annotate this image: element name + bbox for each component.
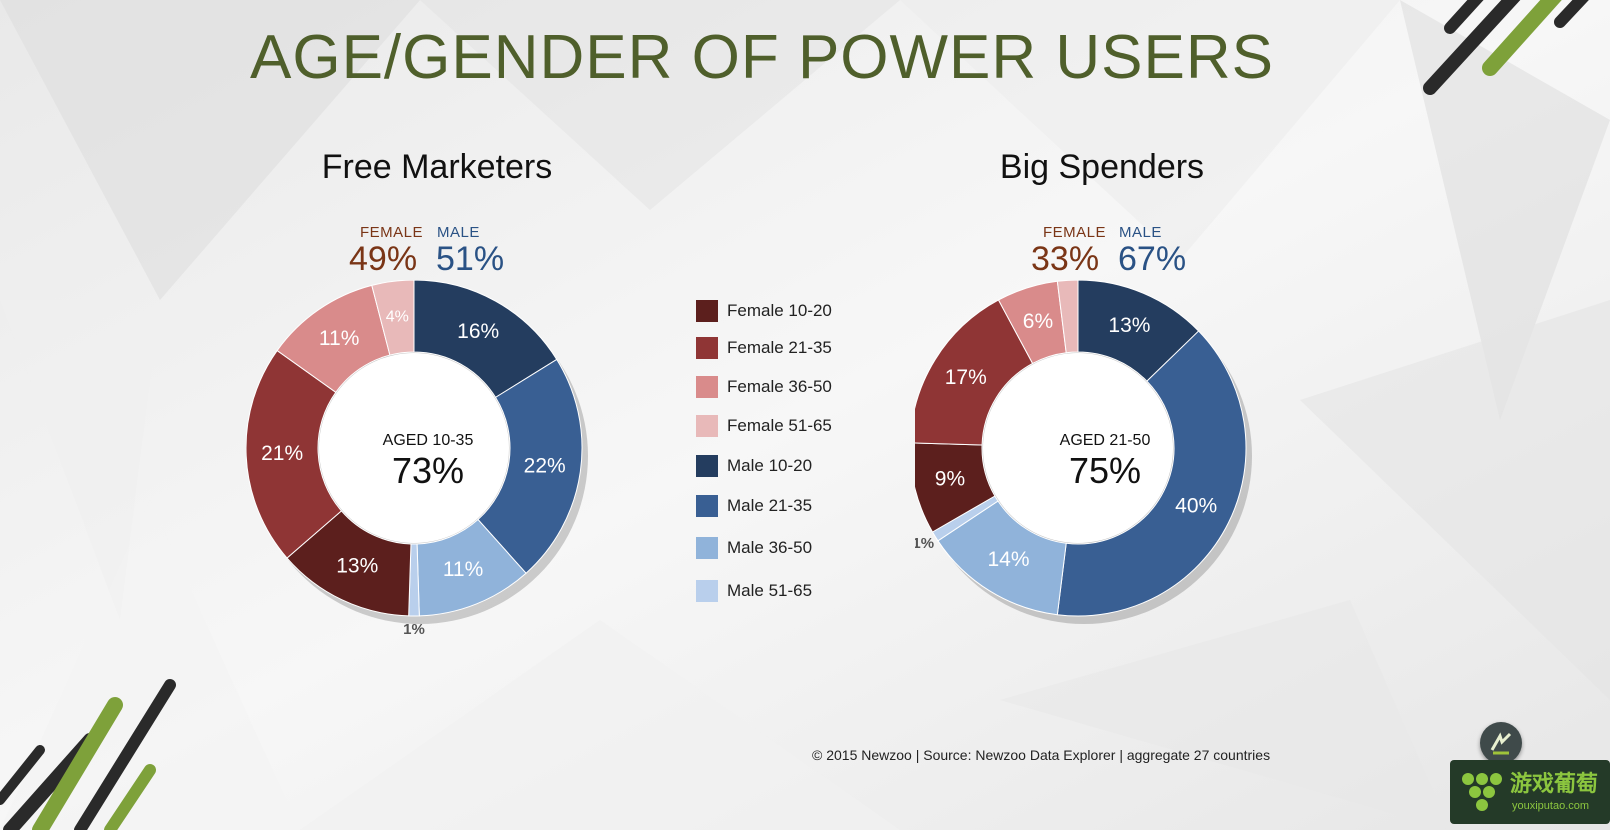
donut-hole xyxy=(983,353,1173,543)
slice-label: 13% xyxy=(1108,314,1150,337)
female-label: FEMALE xyxy=(1043,224,1107,241)
legend-swatch xyxy=(696,495,718,517)
center-value: 73% xyxy=(391,450,465,491)
legend-item: Male 10-20 xyxy=(696,455,812,477)
legend-label: Female 21-35 xyxy=(727,338,832,357)
legend-item: Female 36-50 xyxy=(696,376,832,398)
donut-chart-big-spenders: 13%40%14%1%9%17%6%2% xyxy=(915,280,1252,624)
slice-label: 1% xyxy=(915,535,934,552)
donut-slice-female-51-65 xyxy=(1056,280,1079,354)
legend-label: Female 10-20 xyxy=(727,301,832,320)
slice-label: 22% xyxy=(524,454,566,477)
slice-label: 40% xyxy=(1175,494,1217,517)
slice-label: 4% xyxy=(386,308,409,325)
female-percent: 49% xyxy=(349,240,418,278)
slice-label: 13% xyxy=(336,555,378,578)
slice-label: 14% xyxy=(987,548,1029,571)
legend-label: Female 51-65 xyxy=(727,416,832,435)
donut-slice-male-21-35 xyxy=(1056,330,1247,617)
slice-label: 9% xyxy=(935,468,965,491)
donut-slice-male-21-35 xyxy=(477,358,583,574)
legend-swatch xyxy=(696,415,718,437)
legend-label: Male 21-35 xyxy=(727,496,813,515)
legend-swatch xyxy=(696,376,718,398)
legend-label: Male 36-50 xyxy=(727,538,813,557)
legend-swatch xyxy=(696,537,718,559)
decorative-stripes-top-right xyxy=(1423,0,1589,95)
slice-label: 6% xyxy=(1023,310,1053,333)
donut-slice-female-51-65 xyxy=(371,280,415,356)
legend-label: Male 51-65 xyxy=(727,581,813,600)
legend-label: Female 36-50 xyxy=(727,377,832,396)
legend-swatch xyxy=(696,455,718,477)
male-percent: 67% xyxy=(1118,240,1187,278)
legend-swatch xyxy=(696,337,718,359)
legend-item: Female 51-65 xyxy=(696,415,832,437)
legend-item: Female 10-20 xyxy=(696,300,832,322)
slice-label: 16% xyxy=(457,320,499,343)
legend-item: Male 36-50 xyxy=(696,537,812,559)
slice-label: 17% xyxy=(945,366,987,389)
decorative-stripes-bottom-left xyxy=(0,679,176,830)
slice-label: 11% xyxy=(443,558,483,581)
legend-label: Male 10-20 xyxy=(727,456,813,475)
legend-item: Male 51-65 xyxy=(696,580,812,602)
newzoo-logo-icon xyxy=(1480,722,1522,764)
watermark-badge: 游戏葡萄 youxiputao.com xyxy=(1450,760,1610,824)
donut-slice-female-21-35 xyxy=(246,349,343,559)
slice-label: 11% xyxy=(319,327,359,350)
female-percent: 33% xyxy=(1031,240,1100,278)
center-value: 75% xyxy=(1068,450,1142,491)
legend-item: Male 21-35 xyxy=(696,495,812,517)
slice-label: 1% xyxy=(403,621,425,638)
donut-chart-free-marketers: 16% 22% 11% 1% 13% 21% 11% 4% xyxy=(246,280,588,638)
grape-icon xyxy=(1462,773,1502,811)
male-label: MALE xyxy=(1119,224,1162,241)
page-title: AGE/GENDER OF POWER USERS xyxy=(249,23,1275,92)
center-label: AGED 21-50 xyxy=(1059,432,1151,449)
donut-slice-female-10-20 xyxy=(915,442,996,533)
male-percent: 51% xyxy=(436,240,505,278)
legend-swatch xyxy=(696,580,718,602)
source-footer: © 2015 Newzoo | Source: Newzoo Data Expl… xyxy=(812,747,1271,763)
center-label: AGED 10-35 xyxy=(382,432,474,449)
slice-label: 21% xyxy=(261,442,303,465)
legend-item: Female 21-35 xyxy=(696,337,832,359)
male-label: MALE xyxy=(437,224,480,241)
chart-title-free-marketers: Free Marketers xyxy=(321,148,553,186)
watermark-url: youxiputao.com xyxy=(1512,800,1590,812)
female-label: FEMALE xyxy=(360,224,424,241)
donut-hole xyxy=(319,353,509,543)
watermark-text: 游戏葡萄 xyxy=(1510,771,1599,796)
legend-swatch xyxy=(696,300,718,322)
chart-title-big-spenders: Big Spenders xyxy=(999,148,1205,186)
